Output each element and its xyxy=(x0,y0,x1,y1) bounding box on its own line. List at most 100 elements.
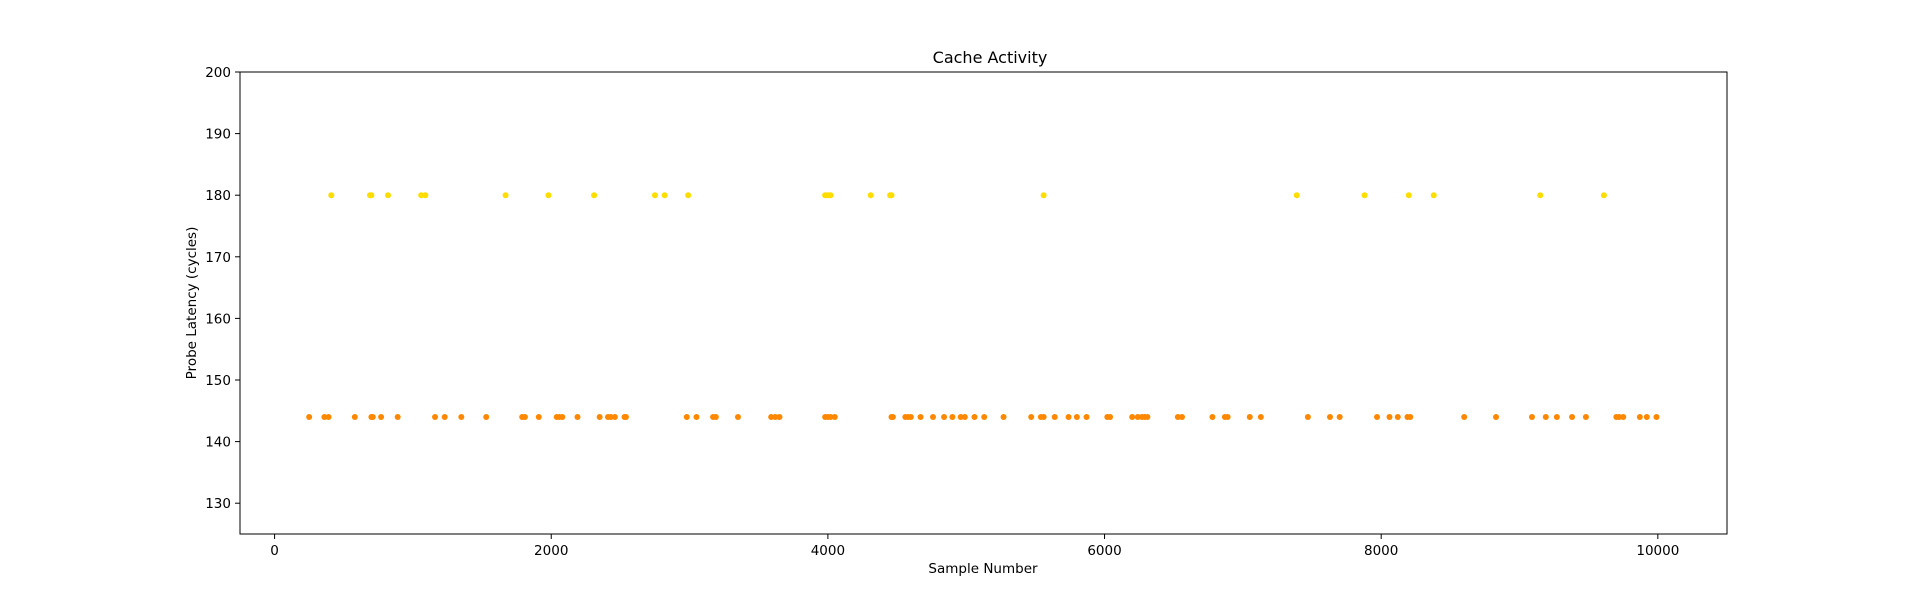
data-point xyxy=(1073,413,1080,420)
data-point xyxy=(1643,413,1650,420)
data-point xyxy=(867,192,874,199)
y-tick-label: 180 xyxy=(205,188,231,204)
y-tick-label: 200 xyxy=(205,65,231,81)
data-point xyxy=(1616,413,1623,420)
data-point xyxy=(1553,413,1560,420)
data-point xyxy=(827,192,834,199)
data-point xyxy=(535,413,542,420)
data-point xyxy=(889,413,896,420)
x-tick-label: 2000 xyxy=(534,543,568,559)
data-point xyxy=(574,413,581,420)
data-point xyxy=(1040,413,1047,420)
data-point xyxy=(521,413,528,420)
data-point xyxy=(422,192,429,199)
data-point xyxy=(378,413,385,420)
data-point xyxy=(1405,192,1412,199)
data-point xyxy=(1620,413,1627,420)
y-tick-label: 140 xyxy=(205,435,231,451)
data-point xyxy=(1407,413,1414,420)
data-point xyxy=(1134,413,1141,420)
data-point xyxy=(1386,413,1393,420)
data-point xyxy=(368,192,375,199)
data-point xyxy=(776,413,783,420)
data-point xyxy=(693,413,700,420)
x-axis-label: Sample Number xyxy=(928,561,1038,577)
data-point xyxy=(394,413,401,420)
data-point xyxy=(1224,413,1231,420)
data-point xyxy=(831,413,838,420)
data-point xyxy=(1653,413,1660,420)
data-point xyxy=(483,413,490,420)
x-tick-label: 10000 xyxy=(1636,543,1679,559)
data-point xyxy=(1051,413,1058,420)
data-point xyxy=(917,413,924,420)
data-point xyxy=(661,192,668,199)
plot-frame xyxy=(239,71,1728,535)
data-point xyxy=(888,192,895,199)
y-tick-label: 190 xyxy=(205,127,231,143)
data-point xyxy=(734,413,741,420)
data-point xyxy=(1257,413,1264,420)
data-point xyxy=(961,413,968,420)
data-point xyxy=(1327,413,1334,420)
data-point xyxy=(502,192,509,199)
data-point xyxy=(981,413,988,420)
data-point xyxy=(1246,413,1253,420)
data-point xyxy=(591,192,598,199)
data-point xyxy=(1430,192,1437,199)
data-point xyxy=(827,413,834,420)
data-point xyxy=(685,192,692,199)
data-point xyxy=(768,413,775,420)
data-point xyxy=(607,413,614,420)
x-tick-label: 0 xyxy=(270,543,279,559)
data-point xyxy=(351,413,358,420)
data-point xyxy=(385,192,392,199)
data-point xyxy=(683,413,690,420)
data-point xyxy=(651,192,658,199)
data-point xyxy=(545,192,552,199)
data-point xyxy=(930,413,937,420)
data-point xyxy=(907,413,914,420)
data-point xyxy=(1293,192,1300,199)
x-axis: 0 2000 4000 6000 8000 10000 xyxy=(270,534,1679,559)
data-point xyxy=(772,413,779,420)
data-points xyxy=(306,192,1660,420)
data-point xyxy=(441,413,448,420)
data-point xyxy=(1636,413,1643,420)
data-point xyxy=(957,413,964,420)
data-point xyxy=(1304,413,1311,420)
data-point xyxy=(1374,413,1381,420)
data-point xyxy=(1492,413,1499,420)
data-point xyxy=(1000,413,1007,420)
data-point xyxy=(1582,413,1589,420)
data-point xyxy=(1107,413,1114,420)
data-point xyxy=(1528,413,1535,420)
data-point xyxy=(1174,413,1181,420)
chart-title: Cache Activity xyxy=(933,48,1048,67)
data-point xyxy=(321,413,328,420)
data-point xyxy=(712,413,719,420)
x-tick-label: 4000 xyxy=(811,543,845,559)
data-point xyxy=(941,413,948,420)
data-point xyxy=(1028,413,1035,420)
data-point xyxy=(369,413,376,420)
data-point xyxy=(1542,413,1549,420)
data-point xyxy=(1065,413,1072,420)
data-point xyxy=(1178,413,1185,420)
x-tick-label: 6000 xyxy=(1087,543,1121,559)
data-point xyxy=(328,192,335,199)
data-point xyxy=(1394,413,1401,420)
data-point xyxy=(1600,192,1607,199)
y-tick-label: 150 xyxy=(205,373,231,389)
data-point xyxy=(1040,192,1047,199)
data-point xyxy=(1129,413,1136,420)
data-point xyxy=(418,192,425,199)
y-tick-label: 170 xyxy=(205,250,231,266)
data-point xyxy=(1361,192,1368,199)
data-point xyxy=(559,413,566,420)
data-point xyxy=(1144,413,1151,420)
y-tick-label: 160 xyxy=(205,311,231,327)
data-point xyxy=(1083,413,1090,420)
data-point xyxy=(611,413,618,420)
